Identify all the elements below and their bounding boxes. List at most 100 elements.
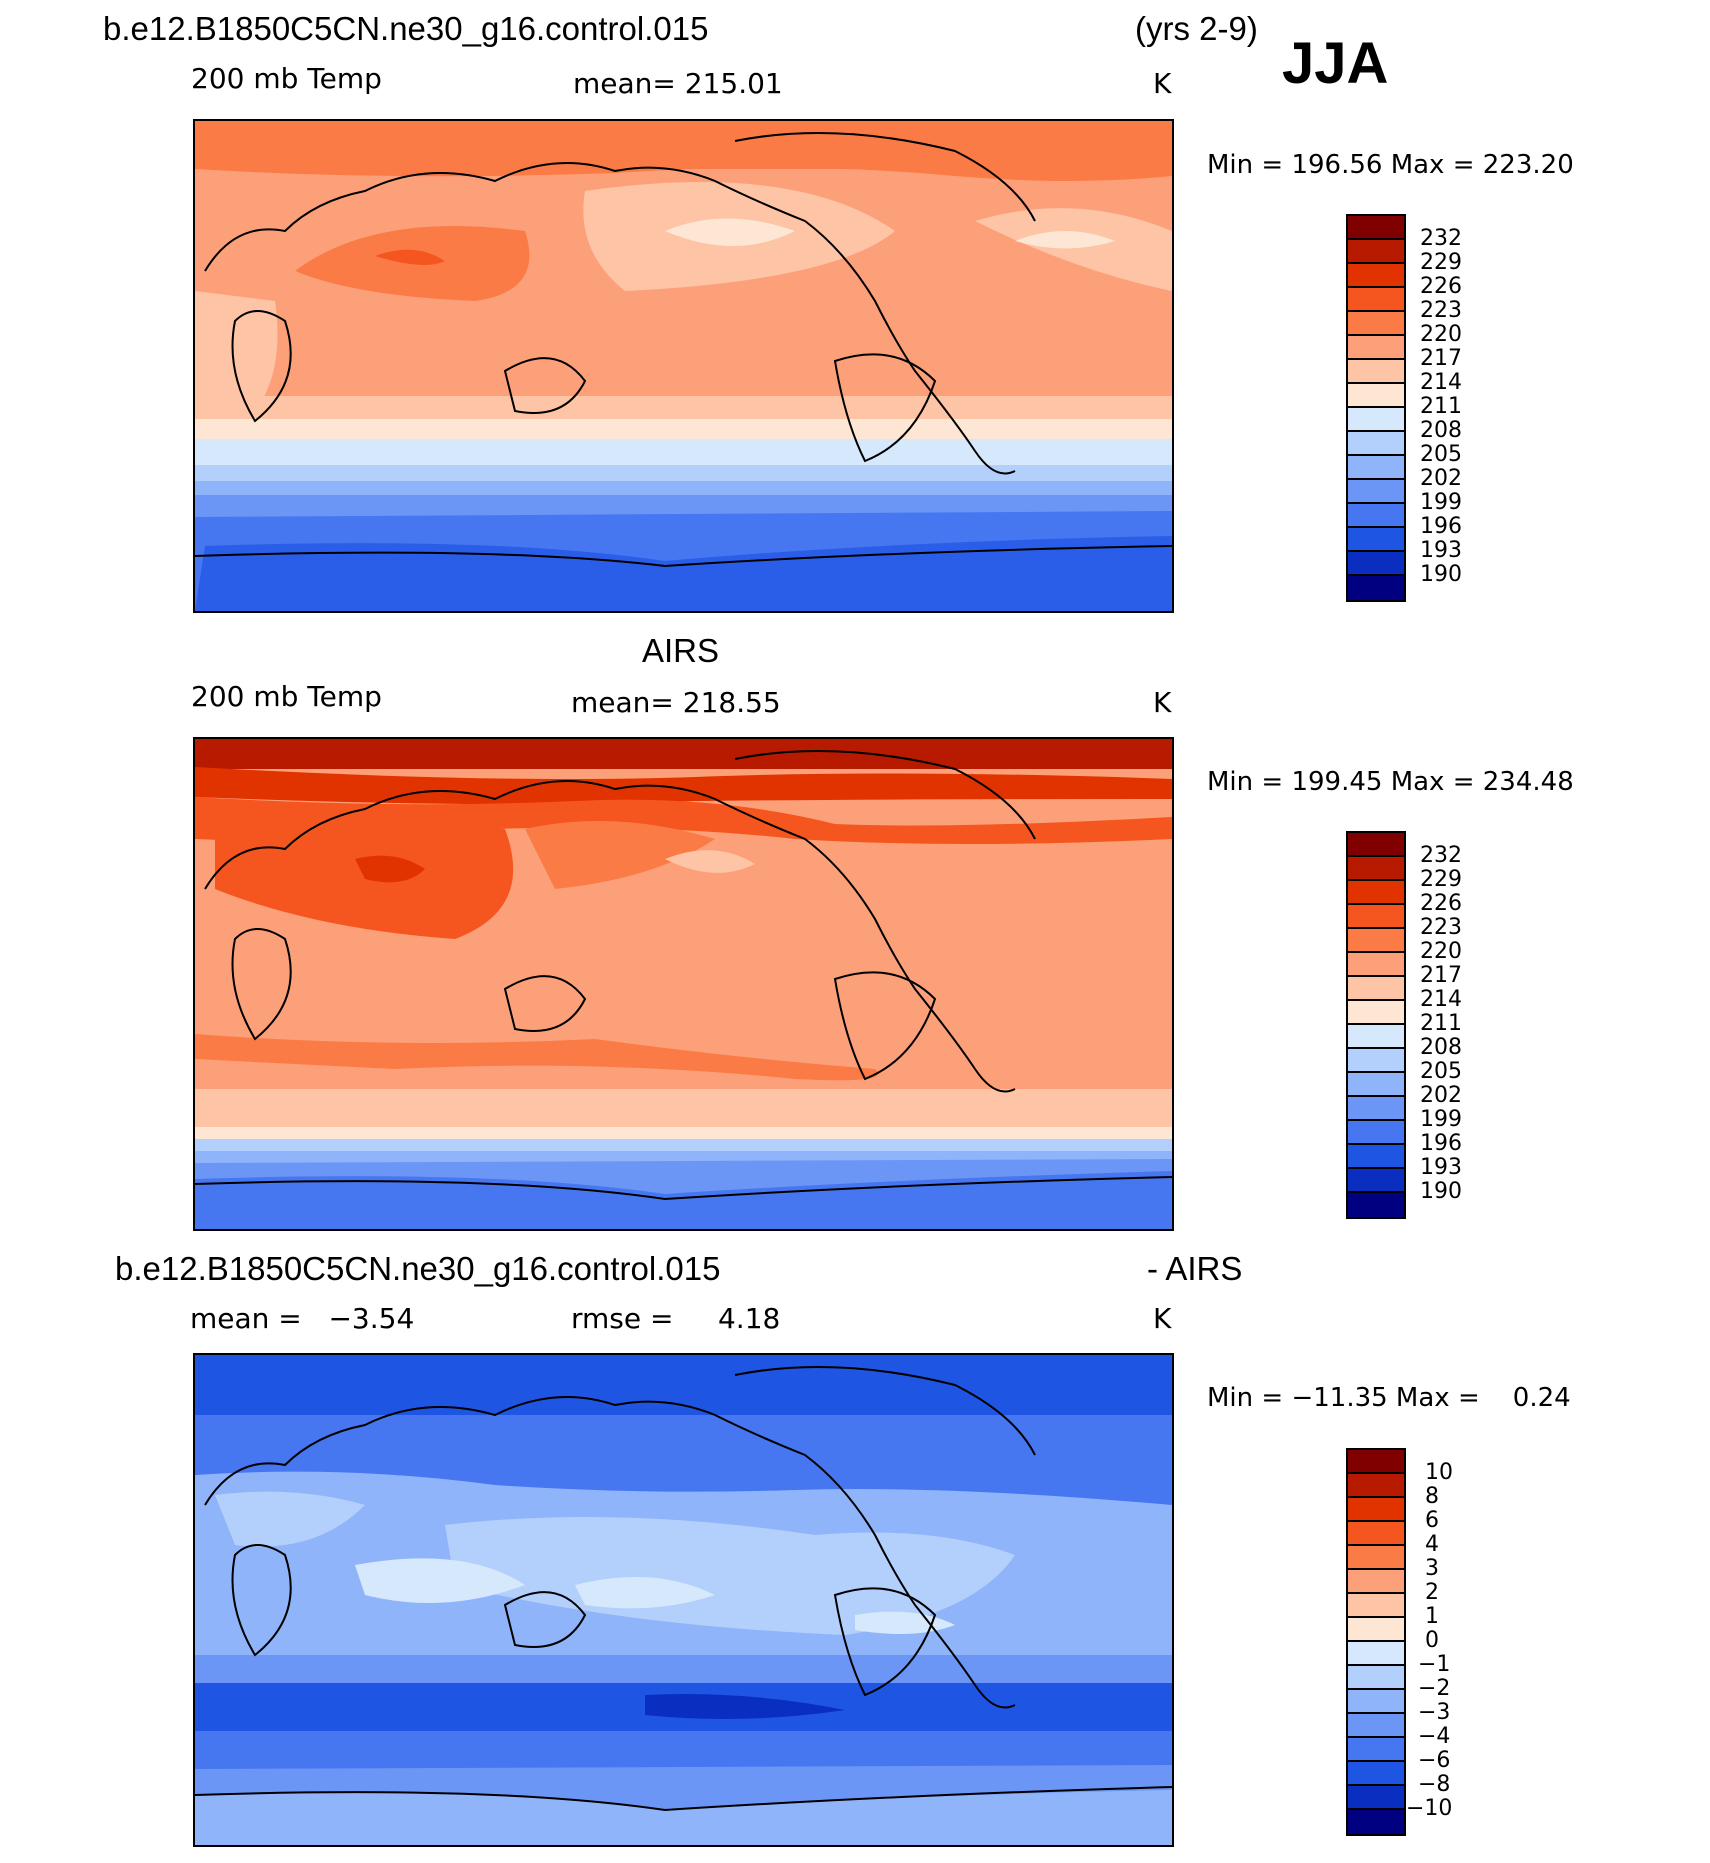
colorbar-label: −8: [1418, 1772, 1451, 1797]
colorbar-label: 202: [1420, 1083, 1462, 1108]
panel2-title: AIRS: [642, 632, 720, 669]
colorbar-label: 3: [1425, 1556, 1439, 1581]
colorbar-label: 202: [1420, 466, 1462, 491]
colorbar-label: 8: [1425, 1484, 1439, 1509]
colorbar-swatch: [1348, 1049, 1404, 1073]
panel3-mean: mean = −3.54: [190, 1302, 415, 1335]
colorbar-swatch: [1348, 552, 1404, 576]
colorbar-label: 214: [1420, 370, 1462, 395]
colorbar-swatch: [1348, 1522, 1404, 1546]
colorbar-swatch: [1348, 1546, 1404, 1570]
colorbar-label: 2: [1425, 1580, 1439, 1605]
panel3-colorbar: [1346, 1448, 1406, 1836]
colorbar-label: 199: [1420, 1107, 1462, 1132]
colorbar-swatch: [1348, 1714, 1404, 1738]
panel3-title-diff: - AIRS: [1147, 1250, 1243, 1287]
panel2-colorbar: [1346, 831, 1406, 1219]
colorbar-swatch: [1348, 1762, 1404, 1786]
colorbar-swatch: [1348, 528, 1404, 552]
colorbar-swatch: [1348, 1145, 1404, 1169]
colorbar-label: 223: [1420, 915, 1462, 940]
colorbar-label: −2: [1418, 1676, 1451, 1701]
colorbar-label: 190: [1420, 1179, 1462, 1204]
colorbar-label: 226: [1420, 891, 1462, 916]
colorbar-swatch: [1348, 1121, 1404, 1145]
colorbar-swatch: [1348, 1594, 1404, 1618]
colorbar-swatch: [1348, 1642, 1404, 1666]
case-title: b.e12.B1850C5CN.ne30_g16.control.015: [103, 10, 709, 47]
colorbar-label: 232: [1420, 843, 1462, 868]
colorbar-label: 193: [1420, 1155, 1462, 1180]
colorbar-label: 0: [1425, 1628, 1439, 1653]
colorbar-swatch: [1348, 360, 1404, 384]
colorbar-swatch: [1348, 833, 1404, 857]
panel3-title-case: b.e12.B1850C5CN.ne30_g16.control.015: [115, 1250, 721, 1287]
panel3-rmse: rmse = 4.18: [571, 1302, 781, 1335]
colorbar-label: 205: [1420, 442, 1462, 467]
panel1-variable: 200 mb Temp: [191, 62, 382, 95]
colorbar-swatch: [1348, 1001, 1404, 1025]
colorbar-label: 193: [1420, 538, 1462, 563]
colorbar-label: 220: [1420, 939, 1462, 964]
colorbar-label: 190: [1420, 562, 1462, 587]
colorbar-swatch: [1348, 1025, 1404, 1049]
colorbar-label: −4: [1418, 1724, 1451, 1749]
colorbar-swatch: [1348, 1073, 1404, 1097]
colorbar-label: 232: [1420, 226, 1462, 251]
colorbar-label: 220: [1420, 322, 1462, 347]
colorbar-label: 196: [1420, 1131, 1462, 1156]
colorbar-label: 229: [1420, 867, 1462, 892]
colorbar-swatch: [1348, 1738, 1404, 1762]
colorbar-swatch: [1348, 336, 1404, 360]
colorbar-label: 208: [1420, 418, 1462, 443]
colorbar-swatch: [1348, 240, 1404, 264]
colorbar-swatch: [1348, 456, 1404, 480]
colorbar-swatch: [1348, 1097, 1404, 1121]
colorbar-swatch: [1348, 216, 1404, 240]
panel2-minmax: Min = 199.45 Max = 234.48: [1207, 767, 1574, 797]
panel1-map: [193, 119, 1174, 613]
colorbar-label: 205: [1420, 1059, 1462, 1084]
panel1-minmax: Min = 196.56 Max = 223.20: [1207, 150, 1574, 180]
panel3-minmax: Min = −11.35 Max = 0.24: [1207, 1383, 1571, 1413]
colorbar-swatch: [1348, 504, 1404, 528]
colorbar-swatch: [1348, 1618, 1404, 1642]
colorbar-label: 199: [1420, 490, 1462, 515]
colorbar-swatch: [1348, 929, 1404, 953]
colorbar-label: 196: [1420, 514, 1462, 539]
colorbar-swatch: [1348, 576, 1404, 600]
colorbar-swatch: [1348, 881, 1404, 905]
colorbar-swatch: [1348, 1786, 1404, 1810]
colorbar-label: 4: [1425, 1532, 1439, 1557]
colorbar-swatch: [1348, 384, 1404, 408]
panel2-units: K: [1153, 686, 1172, 719]
colorbar-swatch: [1348, 977, 1404, 1001]
colorbar-swatch: [1348, 1193, 1404, 1217]
colorbar-swatch: [1348, 1570, 1404, 1594]
colorbar-swatch: [1348, 857, 1404, 881]
colorbar-label: 10: [1425, 1460, 1453, 1485]
colorbar-label: 223: [1420, 298, 1462, 323]
colorbar-label: −1: [1418, 1652, 1451, 1677]
colorbar-swatch: [1348, 1169, 1404, 1193]
colorbar-swatch: [1348, 953, 1404, 977]
panel1-mean: mean= 215.01: [573, 67, 783, 100]
colorbar-label: 214: [1420, 987, 1462, 1012]
colorbar-swatch: [1348, 1474, 1404, 1498]
panel2-mean: mean= 218.55: [571, 686, 781, 719]
colorbar-label: 217: [1420, 346, 1462, 371]
panel3-units: K: [1153, 1302, 1172, 1335]
panel1-units: K: [1153, 67, 1172, 100]
colorbar-label: 208: [1420, 1035, 1462, 1060]
colorbar-swatch: [1348, 905, 1404, 929]
years-label: (yrs 2-9): [1135, 10, 1258, 47]
colorbar-label: 6: [1425, 1508, 1439, 1533]
colorbar-swatch: [1348, 288, 1404, 312]
colorbar-label: 229: [1420, 250, 1462, 275]
colorbar-swatch: [1348, 1666, 1404, 1690]
colorbar-label: 217: [1420, 963, 1462, 988]
panel2-variable: 200 mb Temp: [191, 680, 382, 713]
panel2-map: [193, 737, 1174, 1231]
colorbar-swatch: [1348, 312, 1404, 336]
colorbar-label: 211: [1420, 1011, 1462, 1036]
